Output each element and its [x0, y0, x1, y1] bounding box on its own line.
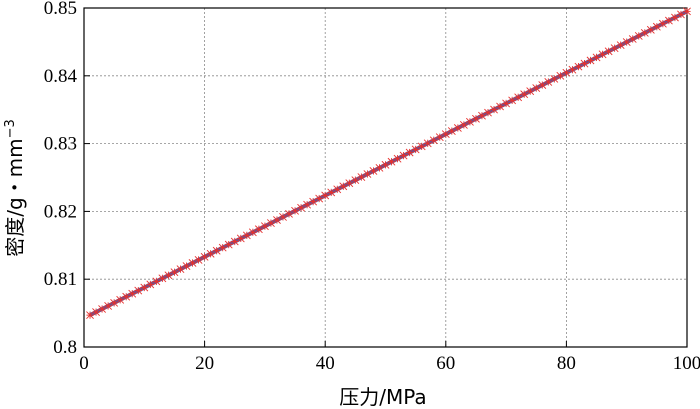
y-axis-label-group: 密度/g・mm−3: [3, 119, 27, 257]
x-tick-label: 80: [557, 353, 576, 374]
data-point-marker: [616, 41, 625, 50]
data-point-marker: [658, 19, 667, 28]
x-tick-label: 60: [436, 353, 455, 374]
data-point-marker: [622, 38, 631, 46]
grid: [84, 8, 687, 347]
data-point-marker: [604, 47, 613, 56]
data-point-marker: [664, 16, 673, 25]
data-point-marker: [381, 160, 390, 169]
x-axis-label: 压力/MPa: [339, 385, 426, 409]
data-point-marker: [92, 308, 100, 316]
data-point-marker: [218, 243, 227, 252]
data-point-marker: [248, 228, 257, 237]
x-tick-label: 40: [316, 353, 335, 374]
data-point-marker: [586, 56, 595, 65]
y-axis-label-exponent: −3: [3, 119, 18, 138]
data-point-marker: [206, 249, 215, 258]
data-point-marker: [677, 10, 685, 19]
data-point-marker: [98, 305, 107, 313]
data-point-marker: [230, 237, 239, 246]
data-point-marker: [683, 7, 691, 16]
marker-series: [86, 7, 691, 320]
axis-ticks: [83, 7, 688, 348]
density-line: [89, 9, 688, 317]
data-point-marker: [580, 59, 589, 68]
data-point-marker: [164, 271, 173, 280]
data-point-marker: [188, 259, 197, 267]
data-point-marker: [490, 105, 498, 114]
data-point-marker: [212, 246, 221, 255]
data-point-marker: [652, 22, 661, 31]
data-point-marker: [478, 111, 486, 120]
data-point-marker: [472, 114, 480, 123]
data-point-marker: [496, 102, 504, 111]
y-axis-label: 密度/g・mm: [3, 138, 27, 256]
data-point-marker: [441, 130, 450, 139]
line-series: [89, 9, 688, 317]
data-point-marker: [423, 139, 432, 148]
data-point-marker: [671, 13, 679, 22]
data-point-marker: [134, 286, 143, 295]
data-point-marker: [592, 53, 601, 62]
data-point-marker: [628, 35, 637, 43]
data-point-marker: [224, 240, 233, 249]
data-point-marker: [411, 145, 420, 154]
data-point-marker: [550, 74, 559, 83]
data-point-marker: [447, 127, 456, 135]
data-point-marker: [339, 182, 348, 191]
x-tick-label: 100: [673, 353, 700, 374]
x-tick-label: 20: [195, 353, 214, 374]
data-point-marker: [435, 133, 444, 142]
y-tick-label: 0.83: [44, 134, 77, 155]
tick-labels: 0 20 40 60 80 100 0.8 0.81 0.82 0.83 0.84 0.85: [44, 0, 700, 374]
data-point-marker: [273, 216, 281, 224]
y-tick-label: 0.82: [44, 201, 77, 222]
y-tick-label: 0.84: [44, 66, 78, 87]
data-point-marker: [194, 255, 203, 264]
data-point-marker: [116, 295, 125, 304]
data-point-marker: [405, 148, 414, 157]
plot-frame: [83, 7, 688, 348]
data-point-marker: [568, 65, 577, 74]
y-tick-label: 0.81: [44, 269, 77, 290]
y-tick-label: 0.8: [53, 337, 77, 358]
y-tick-label: 0.85: [44, 0, 77, 19]
data-point-marker: [254, 225, 263, 234]
svg-text:密度/g・mm−3: 密度/g・mm−3: [3, 119, 27, 257]
data-point-marker: [466, 117, 474, 126]
x-tick-label: 0: [79, 353, 89, 374]
data-point-marker: [610, 44, 619, 53]
